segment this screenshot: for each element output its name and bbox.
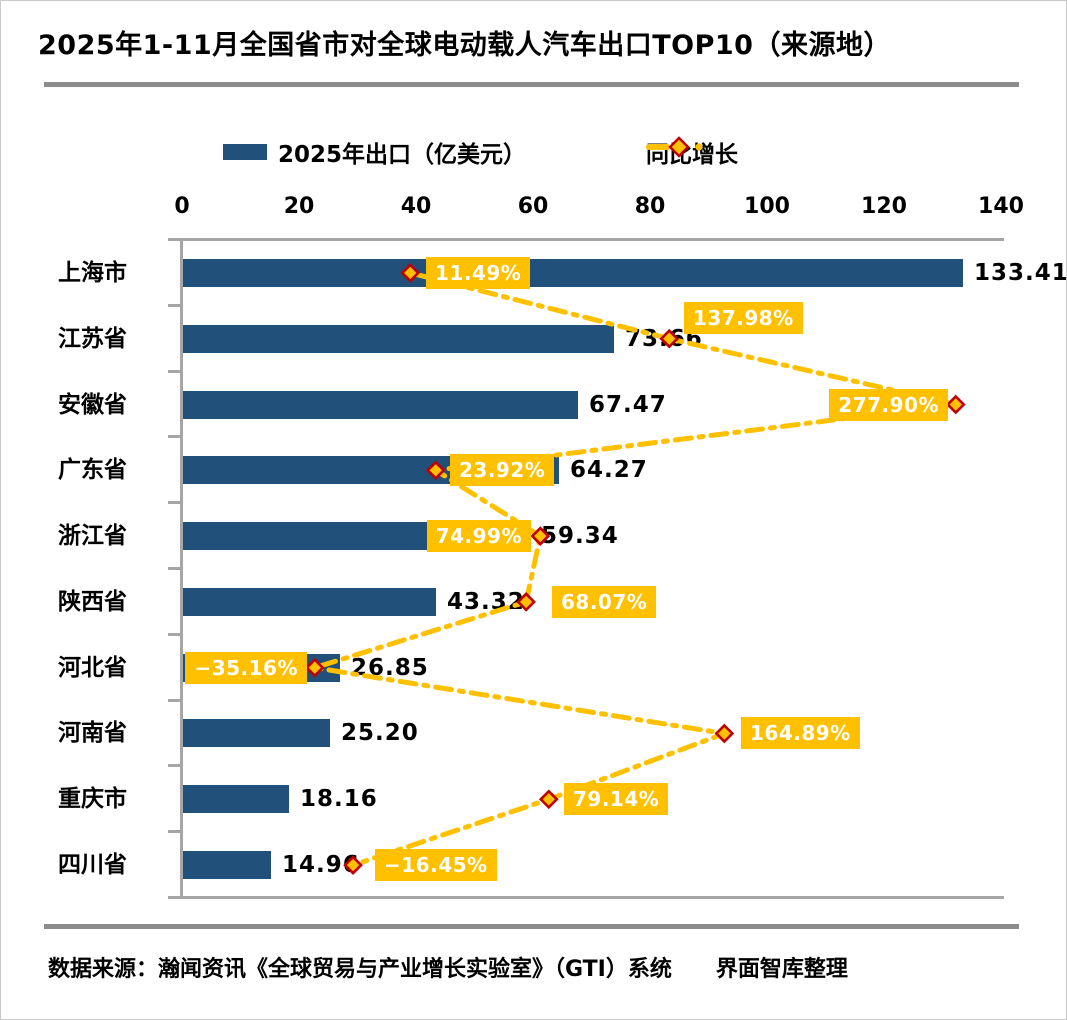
growth-label: 137.98%	[684, 302, 803, 334]
growth-label: 74.99%	[426, 520, 531, 552]
category-label: 重庆市	[58, 786, 127, 812]
category-label: 安徽省	[58, 392, 127, 418]
footer-divider	[44, 924, 1019, 929]
export-bar	[183, 719, 330, 747]
export-bar	[183, 391, 578, 419]
growth-line	[312, 270, 959, 868]
chart-title: 2025年1-11月全国省市对全球电动载人汽车出口TOP10（来源地）	[38, 30, 891, 61]
x-axis-tick-label: 60	[517, 194, 549, 219]
y-axis-tick	[168, 699, 182, 702]
y-axis-tick	[168, 764, 182, 767]
y-axis-tick	[168, 501, 182, 504]
bar-value-label: 133.41	[974, 260, 1067, 286]
y-axis-tick	[168, 633, 182, 636]
y-axis-tick	[168, 370, 182, 373]
growth-label: −16.45%	[375, 849, 497, 881]
title-divider	[44, 82, 1019, 87]
bar-value-label: 43.32	[447, 589, 525, 615]
growth-label: 23.92%	[450, 454, 555, 486]
category-label: 陕西省	[58, 589, 127, 615]
export-bar	[183, 588, 436, 616]
y-axis-tick	[168, 830, 182, 833]
category-label: 江苏省	[58, 326, 127, 352]
x-axis-tick-label: 100	[744, 194, 790, 219]
source-note: 数据来源：瀚闻资讯《全球贸易与产业增长实验室》（GTI）系统 界面智库整理	[48, 957, 848, 982]
legend-item-export: 2025年出口（亿美元）	[223, 136, 526, 168]
growth-marker-icon	[714, 723, 735, 744]
x-axis-tick-label: 80	[634, 194, 666, 219]
growth-marker-icon	[538, 789, 559, 810]
bar-value-label: 26.85	[351, 655, 429, 681]
plot-bottom-border	[168, 896, 1004, 899]
growth-label: 277.90%	[829, 389, 948, 421]
bar-value-label: 18.16	[300, 786, 378, 812]
y-axis-tick	[168, 896, 182, 899]
growth-label: 11.49%	[426, 257, 531, 289]
bar-value-label: 14.96	[282, 852, 360, 878]
growth-label: −35.16%	[185, 652, 307, 684]
y-axis-tick	[168, 435, 182, 438]
export-bar	[183, 851, 271, 879]
export-bar	[183, 259, 963, 287]
x-axis-tick-label: 0	[174, 194, 190, 219]
growth-label: 68.07%	[552, 586, 657, 618]
bar-legend-swatch	[223, 144, 267, 160]
bar-value-label: 67.47	[589, 392, 667, 418]
legend-export-label: 2025年出口（亿美元）	[278, 142, 527, 168]
y-axis-tick	[168, 304, 182, 307]
x-axis-tick-label: 120	[861, 194, 907, 219]
plot-top-border	[168, 238, 1004, 241]
bar-value-label: 64.27	[570, 457, 648, 483]
category-label: 河南省	[58, 720, 127, 746]
y-axis-tick	[168, 238, 182, 241]
bar-value-label: 25.20	[341, 720, 419, 746]
bar-value-label: 59.34	[541, 523, 619, 549]
category-label: 河北省	[58, 655, 127, 681]
category-label: 上海市	[58, 260, 127, 286]
growth-marker-icon	[945, 394, 966, 415]
category-label: 广东省	[58, 457, 127, 483]
x-axis-tick-label: 20	[283, 194, 315, 219]
y-axis-tick	[168, 567, 182, 570]
category-label: 浙江省	[58, 523, 127, 549]
x-axis-tick-label: 40	[400, 194, 432, 219]
export-bar	[183, 785, 289, 813]
x-axis-tick-label: 140	[978, 194, 1024, 219]
export-bar	[183, 325, 614, 353]
category-label: 四川省	[58, 852, 127, 878]
growth-label: 79.14%	[564, 783, 669, 815]
growth-label: 164.89%	[741, 717, 860, 749]
